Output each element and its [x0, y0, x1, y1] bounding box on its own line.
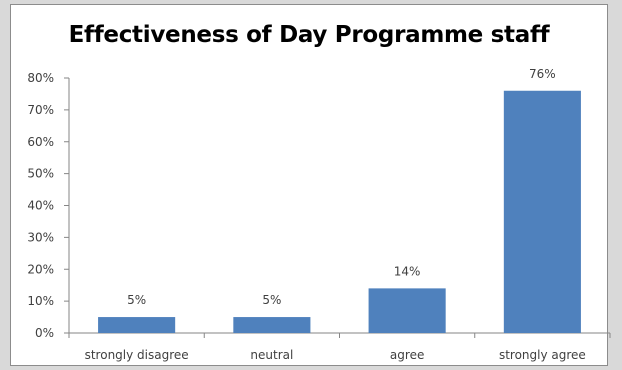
y-tick-label: 10% — [27, 294, 54, 308]
bar — [368, 288, 446, 333]
data-label: 5% — [262, 293, 281, 307]
y-tick-label: 50% — [27, 167, 54, 181]
bar — [98, 317, 176, 333]
data-label: 76% — [529, 67, 556, 81]
y-tick-label: 20% — [27, 262, 54, 276]
bar — [503, 90, 581, 333]
chart-title: Effectiveness of Day Programme staff — [68, 22, 550, 48]
y-tick-label: 40% — [27, 199, 54, 213]
x-axis: strongly disagree neutral agree strongly ag… — [68, 332, 611, 362]
bars — [98, 90, 581, 333]
data-labels: 5% 5% 14% 76% — [127, 67, 556, 307]
y-tick-label: 30% — [27, 230, 54, 244]
bar — [233, 317, 311, 333]
x-tick-label: strongly disagree — [85, 348, 189, 362]
x-tick-label: strongly agree — [499, 348, 586, 362]
y-tick-label: 70% — [27, 103, 54, 117]
y-axis: 0% 10% 20% 30% 40% 50% 60% 70% 80% — [27, 71, 70, 340]
x-tick-label: agree — [390, 348, 424, 362]
y-tick-label: 0% — [35, 326, 54, 340]
y-tick-label: 60% — [27, 135, 54, 149]
x-tick-label: neutral — [250, 348, 293, 362]
y-tick-label: 80% — [27, 71, 54, 85]
data-label: 14% — [394, 264, 421, 278]
data-label: 5% — [127, 293, 146, 307]
